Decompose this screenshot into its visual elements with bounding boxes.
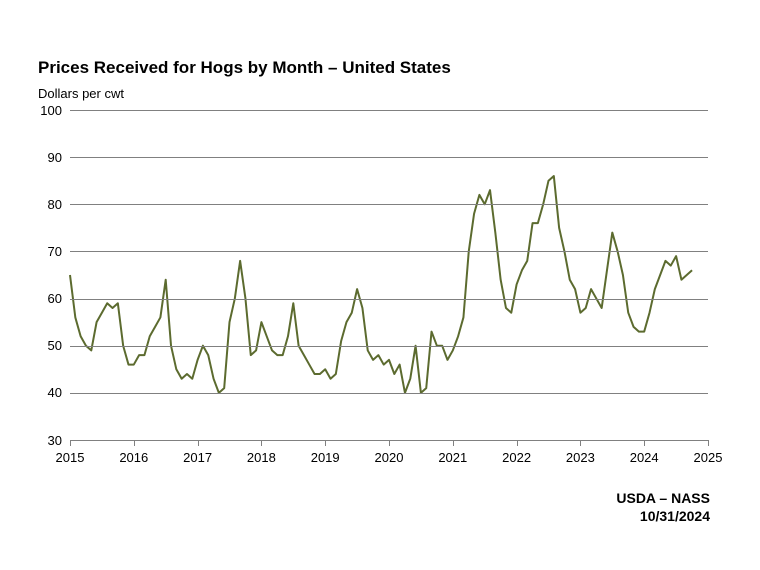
- gridline: [70, 299, 708, 300]
- price-line: [70, 176, 692, 393]
- gridline: [70, 393, 708, 394]
- y-tick-label: 90: [30, 150, 62, 165]
- footer-source: USDA – NASS: [616, 490, 710, 506]
- y-tick-label: 30: [30, 433, 62, 448]
- x-tick: [708, 440, 709, 446]
- x-tick-label: 2018: [236, 450, 286, 465]
- x-tick: [644, 440, 645, 446]
- x-tick: [70, 440, 71, 446]
- x-tick-label: 2020: [364, 450, 414, 465]
- x-tick: [134, 440, 135, 446]
- x-tick-label: 2015: [45, 450, 95, 465]
- footer-date: 10/31/2024: [640, 508, 710, 524]
- plot-area: [70, 110, 708, 441]
- x-tick-label: 2022: [492, 450, 542, 465]
- x-tick-label: 2021: [428, 450, 478, 465]
- gridline: [70, 157, 708, 158]
- gridline: [70, 346, 708, 347]
- y-tick-label: 60: [30, 291, 62, 306]
- x-tick-label: 2024: [619, 450, 669, 465]
- x-tick: [453, 440, 454, 446]
- gridline: [70, 204, 708, 205]
- y-axis-unit-label: Dollars per cwt: [38, 86, 124, 101]
- x-tick: [389, 440, 390, 446]
- x-tick-label: 2017: [173, 450, 223, 465]
- gridline: [70, 251, 708, 252]
- y-tick-label: 50: [30, 338, 62, 353]
- x-tick: [261, 440, 262, 446]
- line-series: [70, 110, 708, 440]
- x-tick-label: 2025: [683, 450, 733, 465]
- x-tick: [325, 440, 326, 446]
- y-tick-label: 70: [30, 244, 62, 259]
- y-tick-label: 80: [30, 197, 62, 212]
- chart-title: Prices Received for Hogs by Month – Unit…: [38, 58, 451, 78]
- y-tick-label: 40: [30, 385, 62, 400]
- x-tick-label: 2023: [555, 450, 605, 465]
- x-tick: [517, 440, 518, 446]
- x-tick: [580, 440, 581, 446]
- x-tick: [198, 440, 199, 446]
- hog-prices-chart: Prices Received for Hogs by Month – Unit…: [0, 0, 760, 570]
- x-tick-label: 2016: [109, 450, 159, 465]
- gridline: [70, 110, 708, 111]
- y-tick-label: 100: [30, 103, 62, 118]
- x-tick-label: 2019: [300, 450, 350, 465]
